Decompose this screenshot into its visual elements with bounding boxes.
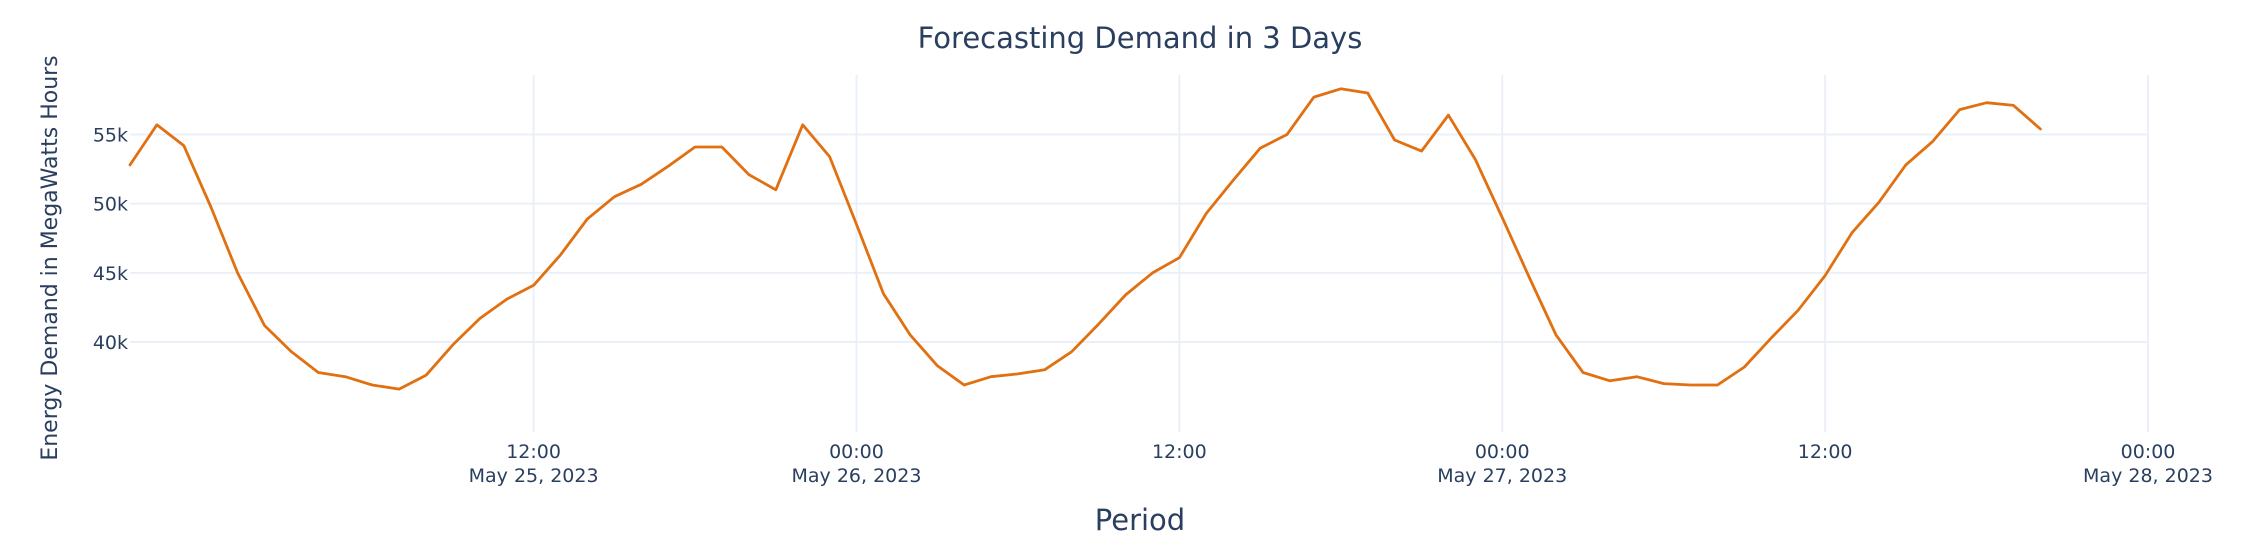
chart-title: Forecasting Demand in 3 Days	[918, 21, 1363, 55]
y-tick-label: 45k	[93, 263, 128, 285]
y-tick-label: 50k	[93, 194, 128, 216]
x-tick-label: 00:00	[2121, 441, 2176, 463]
y-axis-ticks: 40k 45k 50k 55k	[93, 125, 128, 355]
grid-layer	[130, 75, 2149, 432]
series-layer	[128, 87, 2042, 391]
x-axis-title: Period	[1095, 503, 1185, 537]
demand-series-line	[128, 87, 2042, 391]
x-tick-date-label: May 25, 2023	[469, 465, 599, 487]
x-tick-label: 00:00	[1475, 441, 1530, 463]
x-tick-label: 12:00	[506, 441, 561, 463]
y-axis-title: Energy Demand in MegaWatts Hours	[38, 55, 63, 460]
x-tick-date-label: May 26, 2023	[792, 465, 922, 487]
x-tick-label: 12:00	[1152, 441, 1207, 463]
y-tick-label: 55k	[93, 125, 128, 147]
x-tick-label: 00:00	[829, 441, 884, 463]
x-tick-date-label: May 28, 2023	[2083, 465, 2213, 487]
x-tick-label: 12:00	[1798, 441, 1853, 463]
x-tick-date-label: May 27, 2023	[1437, 465, 1567, 487]
y-tick-label: 40k	[93, 332, 128, 354]
